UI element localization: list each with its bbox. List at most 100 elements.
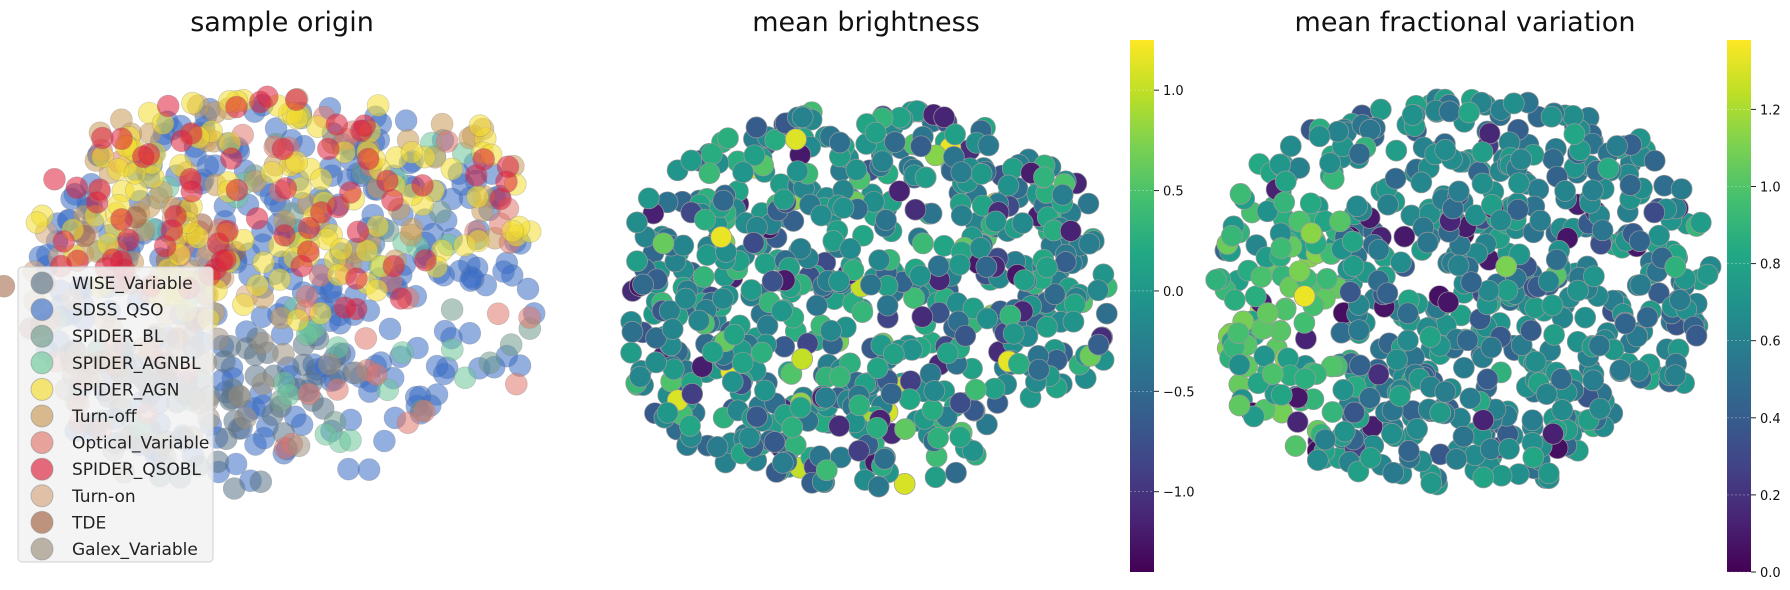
point-mean-fractional-variation xyxy=(1401,104,1424,126)
point-mean-brightness xyxy=(721,370,744,393)
point-mean-brightness xyxy=(626,211,648,234)
colorbar-tick-label: −0.5 xyxy=(1163,385,1195,400)
point-mean-brightness xyxy=(977,134,1000,157)
point-mean-fractional-variation xyxy=(1453,356,1475,379)
legend-label: TDE xyxy=(71,513,106,533)
point-mean-fractional-variation xyxy=(1583,265,1605,288)
point-optical-variable xyxy=(486,302,510,326)
point-mean-brightness xyxy=(701,143,723,166)
point-sdss-qso xyxy=(500,264,524,287)
point-spider-qsobl xyxy=(225,178,249,202)
point-mean-fractional-variation xyxy=(1459,387,1482,410)
point-mean-fractional-variation xyxy=(1447,254,1470,277)
point-mean-fractional-variation xyxy=(1306,449,1329,471)
point-mean-fractional-variation xyxy=(1286,411,1309,433)
panel-sample-origin: sample origin WISE_Variable SDSS_QSO SPIDE… xyxy=(0,7,546,563)
point-spider-qsobl xyxy=(297,216,321,240)
point-spider-qsobl xyxy=(170,129,193,153)
point-mean-brightness xyxy=(696,244,719,266)
point-sdss-qso xyxy=(373,429,396,453)
point-mean-brightness xyxy=(832,197,855,219)
point-mean-fractional-variation xyxy=(1314,428,1337,451)
point-mean-fractional-variation xyxy=(1367,363,1390,386)
point-mean-brightness xyxy=(781,416,804,439)
point-mean-fractional-variation xyxy=(1520,319,1542,342)
point-mean-brightness xyxy=(848,439,870,462)
point-galex-variable xyxy=(344,361,368,385)
point-spider-agn xyxy=(366,214,390,238)
point-mean-brightness xyxy=(927,255,950,277)
legend-label: SPIDER_BL xyxy=(72,327,164,347)
legend-label: SDSS_QSO xyxy=(72,301,164,321)
point-mean-brightness xyxy=(820,319,842,342)
point-mean-brightness xyxy=(933,106,956,129)
point-spider-agn xyxy=(440,157,464,181)
legend-label: WISE_Variable xyxy=(72,274,193,294)
point-mean-brightness xyxy=(723,323,746,346)
point-spider-bl xyxy=(499,333,523,356)
point-spider-agn xyxy=(268,268,292,291)
point-mean-fractional-variation xyxy=(1416,231,1439,254)
point-spider-agn xyxy=(466,229,490,253)
point-mean-fractional-variation xyxy=(1256,200,1279,223)
legend-item-galex-variable: Galex_Variable xyxy=(30,537,198,561)
point-mean-fractional-variation xyxy=(1284,435,1307,457)
point-mean-brightness xyxy=(954,324,977,347)
point-mean-brightness xyxy=(692,265,715,288)
point-mean-brightness xyxy=(738,426,761,449)
point-mean-fractional-variation xyxy=(1648,282,1670,304)
point-mean-brightness xyxy=(875,209,897,231)
point-spider-qsobl xyxy=(411,174,434,197)
point-galex-variable xyxy=(287,434,311,458)
point-mean-fractional-variation xyxy=(1270,384,1293,406)
point-mean-fractional-variation xyxy=(1339,281,1362,303)
point-mean-brightness xyxy=(867,475,890,498)
point-mean-fractional-variation xyxy=(1529,209,1552,232)
point-mean-fractional-variation xyxy=(1542,422,1564,445)
point-mean-fractional-variation xyxy=(1606,135,1628,157)
point-mean-fractional-variation xyxy=(1229,183,1252,205)
legend-item-turn-on: Turn-on xyxy=(30,484,136,508)
point-spider-qsobl xyxy=(376,169,399,193)
point-mean-fractional-variation xyxy=(1522,446,1545,469)
point-mean-fractional-variation xyxy=(1288,260,1311,283)
point-mean-brightness xyxy=(761,270,784,293)
point-spider-qsobl xyxy=(65,176,89,200)
colorbar-tick-label: 1.2 xyxy=(1760,103,1781,118)
colorbar-tick-label: 0.6 xyxy=(1760,335,1781,350)
point-spider-qsobl xyxy=(245,207,269,230)
point-optical-variable xyxy=(518,306,541,329)
point-mean-brightness xyxy=(688,309,710,332)
point-mean-fractional-variation xyxy=(1274,298,1297,321)
point-spider-agn xyxy=(181,91,204,115)
point-mean-fractional-variation xyxy=(1628,230,1651,253)
point-mean-fractional-variation xyxy=(1347,460,1370,483)
point-mean-brightness xyxy=(983,377,1006,400)
point-mean-brightness xyxy=(948,253,971,276)
point-mean-fractional-variation xyxy=(1643,201,1666,224)
point-mean-brightness xyxy=(970,163,993,185)
point-mean-fractional-variation xyxy=(1476,368,1499,391)
panel-mean-brightness: mean brightness 1.0 0.5 0.0 −0.5 −1.0 xyxy=(620,7,1195,572)
point-mean-fractional-variation xyxy=(1627,359,1650,382)
panel-title-mean-brightness: mean brightness xyxy=(752,7,980,38)
point-mean-brightness xyxy=(632,273,654,296)
point-mean-brightness xyxy=(923,380,946,402)
point-mean-fractional-variation xyxy=(1333,420,1356,443)
point-mean-brightness xyxy=(1087,279,1109,302)
point-mean-fractional-variation xyxy=(1471,141,1494,164)
point-mean-brightness xyxy=(976,413,998,436)
point-mean-brightness xyxy=(898,388,921,411)
points-mean-brightness xyxy=(620,100,1118,498)
colorbar-tick-label: −1.0 xyxy=(1163,486,1195,501)
point-mean-fractional-variation xyxy=(1537,270,1560,293)
point-sdss-qso xyxy=(250,305,274,329)
point-mean-brightness xyxy=(629,365,651,388)
point-mean-fractional-variation xyxy=(1270,237,1293,259)
point-optical-variable xyxy=(396,411,420,435)
point-mean-fractional-variation xyxy=(1614,312,1637,335)
point-mean-brightness xyxy=(706,436,729,458)
point-mean-brightness xyxy=(754,379,776,402)
point-mean-fractional-variation xyxy=(1696,263,1719,286)
point-mean-fractional-variation xyxy=(1562,105,1584,127)
